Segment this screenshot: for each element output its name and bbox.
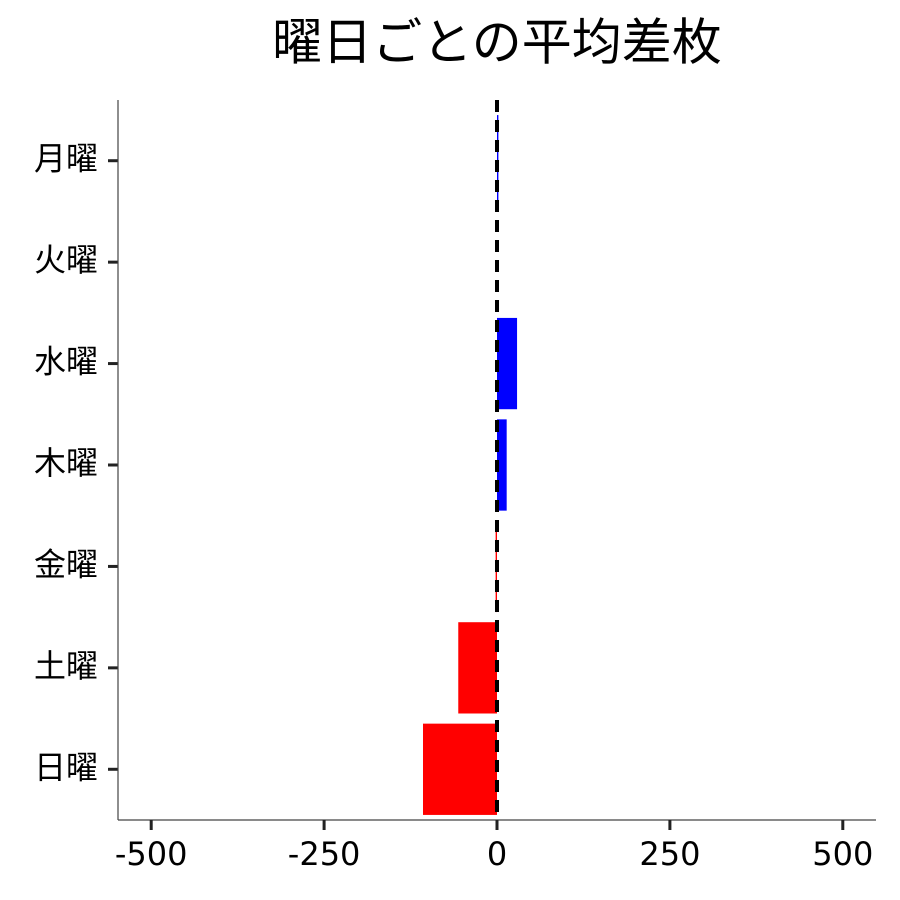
y-tick-label: 土曜 — [34, 647, 98, 685]
y-tick-label: 月曜 — [34, 140, 98, 178]
chart-title: 曜日ごとの平均差枚 — [272, 14, 722, 72]
bar — [497, 317, 518, 410]
x-tick-label: -250 — [288, 835, 361, 873]
bar — [497, 419, 507, 511]
bar — [422, 723, 497, 815]
y-tick-label: 火曜 — [34, 241, 98, 279]
bar — [458, 622, 497, 714]
y-tick-label: 金曜 — [34, 545, 98, 583]
y-tick-label: 日曜 — [34, 748, 98, 786]
x-tick-label: -500 — [115, 835, 188, 873]
x-tick-label: 500 — [812, 835, 873, 873]
x-tick-label: 0 — [487, 835, 507, 873]
y-tick-label: 木曜 — [34, 444, 98, 482]
x-tick-label: 250 — [639, 835, 700, 873]
y-tick-label: 水曜 — [34, 343, 98, 381]
